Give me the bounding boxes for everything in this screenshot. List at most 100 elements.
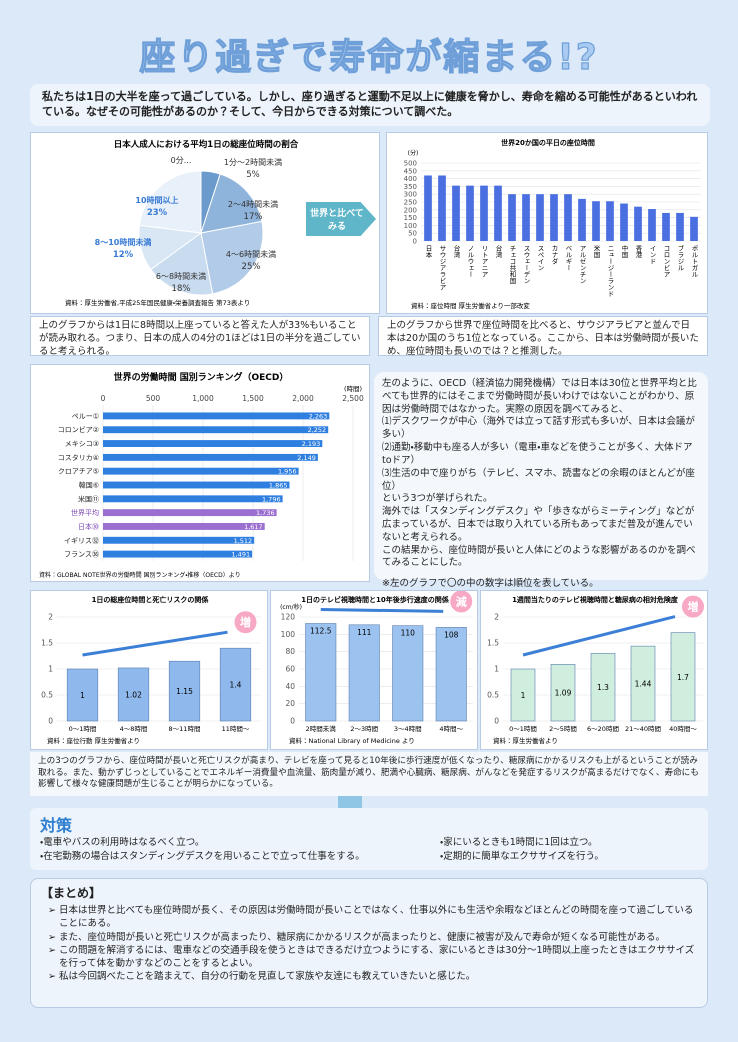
- bar-chart: 1日のテレビ視聴時間と10年後歩行速度の関係(cm/秒) 0 20 40 60 80 100…: [270, 590, 478, 750]
- x-tick-label: 3〜4時間: [394, 725, 422, 733]
- bar: [392, 625, 424, 722]
- measure-item: ・定期的に簡単なエクササイズを行う。: [440, 850, 604, 862]
- bar-chart: 世界20か国の平日の座位時間 (分) 05010015020025030035040…: [386, 132, 708, 314]
- x-tick-label: ブラジル: [676, 244, 684, 271]
- poster-title: 座り過ぎで寿命が縮まる!?: [139, 36, 599, 78]
- trend-arrow: [320, 608, 444, 613]
- y-tick-label: 200: [404, 206, 417, 214]
- chart-title: 世界の労働時間 国別ランキング（OECD）: [114, 371, 289, 383]
- conclusion-title: 【まとめ】: [41, 886, 102, 900]
- trend-arrow: [82, 630, 228, 657]
- x-tick-label: 1,500: [242, 394, 264, 403]
- bar: [494, 185, 502, 241]
- x-axis-label: (時間): [344, 385, 362, 393]
- bar: [648, 209, 656, 241]
- y-tick-label: 80: [285, 647, 295, 656]
- chart-title: 1日のテレビ視聴時間と10年後歩行速度の関係: [301, 595, 450, 604]
- value-label: 1,512: [234, 537, 253, 545]
- x-tick-label: 2時間未満: [306, 724, 337, 733]
- y-tick-label: 450: [404, 167, 417, 175]
- slice-label: 1分〜2時間未満: [224, 157, 282, 167]
- value-label: 1.09: [555, 689, 572, 698]
- bar: [103, 495, 283, 503]
- summary: 上の3つのグラフから、座位時間が長いと死亡リスクが高まり、テレビを座って見ると1…: [30, 752, 708, 796]
- bar: [670, 632, 696, 722]
- x-tick-label: インド: [648, 245, 656, 265]
- analysis-line: ⑴デスクワークが中心（海外では立って話す形式も多いが、日本は会議が多い）: [382, 416, 695, 441]
- value-label: 1,617: [244, 523, 263, 531]
- bar: [103, 412, 330, 420]
- chart-title: 1週間当たりのテレビ視聴時間と糖尿病の相対危険度: [512, 595, 679, 604]
- analysis-line: ※左のグラフで〇の中の数字は順位を表している。: [382, 578, 599, 590]
- bar: [522, 194, 530, 241]
- x-tick-label: 1,000: [192, 394, 214, 403]
- measures-col: ・家にいるときも1時間に1回は立つ。 ・定期的に簡単なエクササイズを行う。: [440, 836, 604, 864]
- chart-title: 1日の総座位時間と死亡リスクの関係: [92, 595, 210, 604]
- value-label: 1.7: [677, 673, 689, 682]
- bar: [630, 645, 656, 722]
- y-tick-label: 60: [285, 665, 295, 674]
- value-label: 1.44: [635, 680, 652, 689]
- x-tick-label: スペイン: [536, 245, 544, 271]
- slice-label: 0分...: [171, 156, 192, 165]
- x-tick-label: 8〜11時間: [169, 725, 201, 733]
- y-tick-label: 0: [413, 238, 417, 246]
- bar: [590, 653, 616, 722]
- note: 上のグラフからは1日に8時間以上座っていると答えた人が33%もいることが読み取れ…: [30, 316, 370, 357]
- x-tick-label: 2,500: [342, 394, 364, 403]
- y-tick-label: 2: [494, 613, 499, 622]
- y-axis-label: (分): [408, 149, 419, 157]
- bar: [305, 623, 337, 722]
- x-tick-label: 米国: [592, 244, 600, 259]
- annotation-bubble: [682, 595, 704, 618]
- annotation: 増: [688, 600, 699, 614]
- bar: [424, 175, 432, 241]
- bar: [103, 523, 265, 530]
- x-tick-label: サウジアラビア: [438, 245, 446, 291]
- y-tick-label: 120: [281, 613, 296, 622]
- measure-item: ・家にいるときも1時間に1回は立つ。: [440, 837, 598, 848]
- y-tick-label: 500: [404, 160, 417, 168]
- y-tick-label: 米国⑪: [78, 494, 99, 503]
- y-tick-label: 日本㉚: [78, 522, 99, 531]
- bar: [536, 194, 544, 241]
- bar: [452, 185, 460, 241]
- bar: [435, 627, 467, 722]
- bar: [103, 509, 277, 517]
- bar: [676, 212, 684, 241]
- x-tick-label: 4時間〜: [439, 725, 463, 733]
- x-tick-label: リトアニア: [480, 245, 488, 278]
- pie-slice: [200, 173, 263, 234]
- pie-slice: [138, 170, 202, 234]
- value-label: 1,736: [256, 509, 275, 517]
- x-tick-label: 6〜20時間: [587, 725, 619, 733]
- x-tick-label: 21〜40時間: [625, 725, 661, 733]
- x-tick-label: アルゼンチン: [578, 245, 586, 284]
- annotation: 減: [456, 594, 467, 608]
- y-tick-label: メキシコ③: [65, 440, 99, 448]
- analysis-line: この結果から、座位時間が長いと人体にどのような影響があるのかを調べてみることにし…: [382, 544, 696, 569]
- bar: [103, 440, 323, 447]
- pie-slice: [150, 232, 214, 296]
- value-label: 1,796: [262, 495, 281, 503]
- y-axis-label: (cm/秒): [280, 603, 302, 611]
- analysis-line: という3つが挙げられた。: [382, 493, 493, 505]
- chart-title: 世界20か国の平日の座位時間: [501, 138, 595, 147]
- slice-value: 23%: [147, 208, 168, 218]
- measures-col: ・電車やバスの利用時はなるべく立つ。 ・在宅勤務の場合はスタンディングデスクを用…: [40, 836, 440, 864]
- x-tick-label: 香港: [634, 244, 642, 258]
- y-tick-label: 350: [404, 183, 417, 191]
- x-tick-label: 4〜8時間: [120, 725, 148, 733]
- x-tick-label: カナダ: [550, 245, 558, 265]
- y-tick-label: 2: [48, 613, 53, 622]
- chart-source: 資料：厚生労働省,平成25年国民健康・栄養調査報告 第73表より: [65, 298, 250, 307]
- bar: [466, 185, 474, 241]
- x-tick-label: 0〜1時間: [509, 725, 537, 733]
- y-tick-label: 1.5: [487, 639, 499, 648]
- analysis-line: ⑶生活の中で座りがち（テレビ、スマホ、読書などの余暇のほとんどが座位）: [382, 467, 695, 492]
- value-label: 1: [80, 691, 85, 700]
- slice-label: 8〜10時間未満: [95, 237, 152, 247]
- x-tick-label: 台湾: [452, 244, 460, 259]
- x-tick-label: ノルウェー: [466, 245, 474, 278]
- bar: [480, 185, 488, 241]
